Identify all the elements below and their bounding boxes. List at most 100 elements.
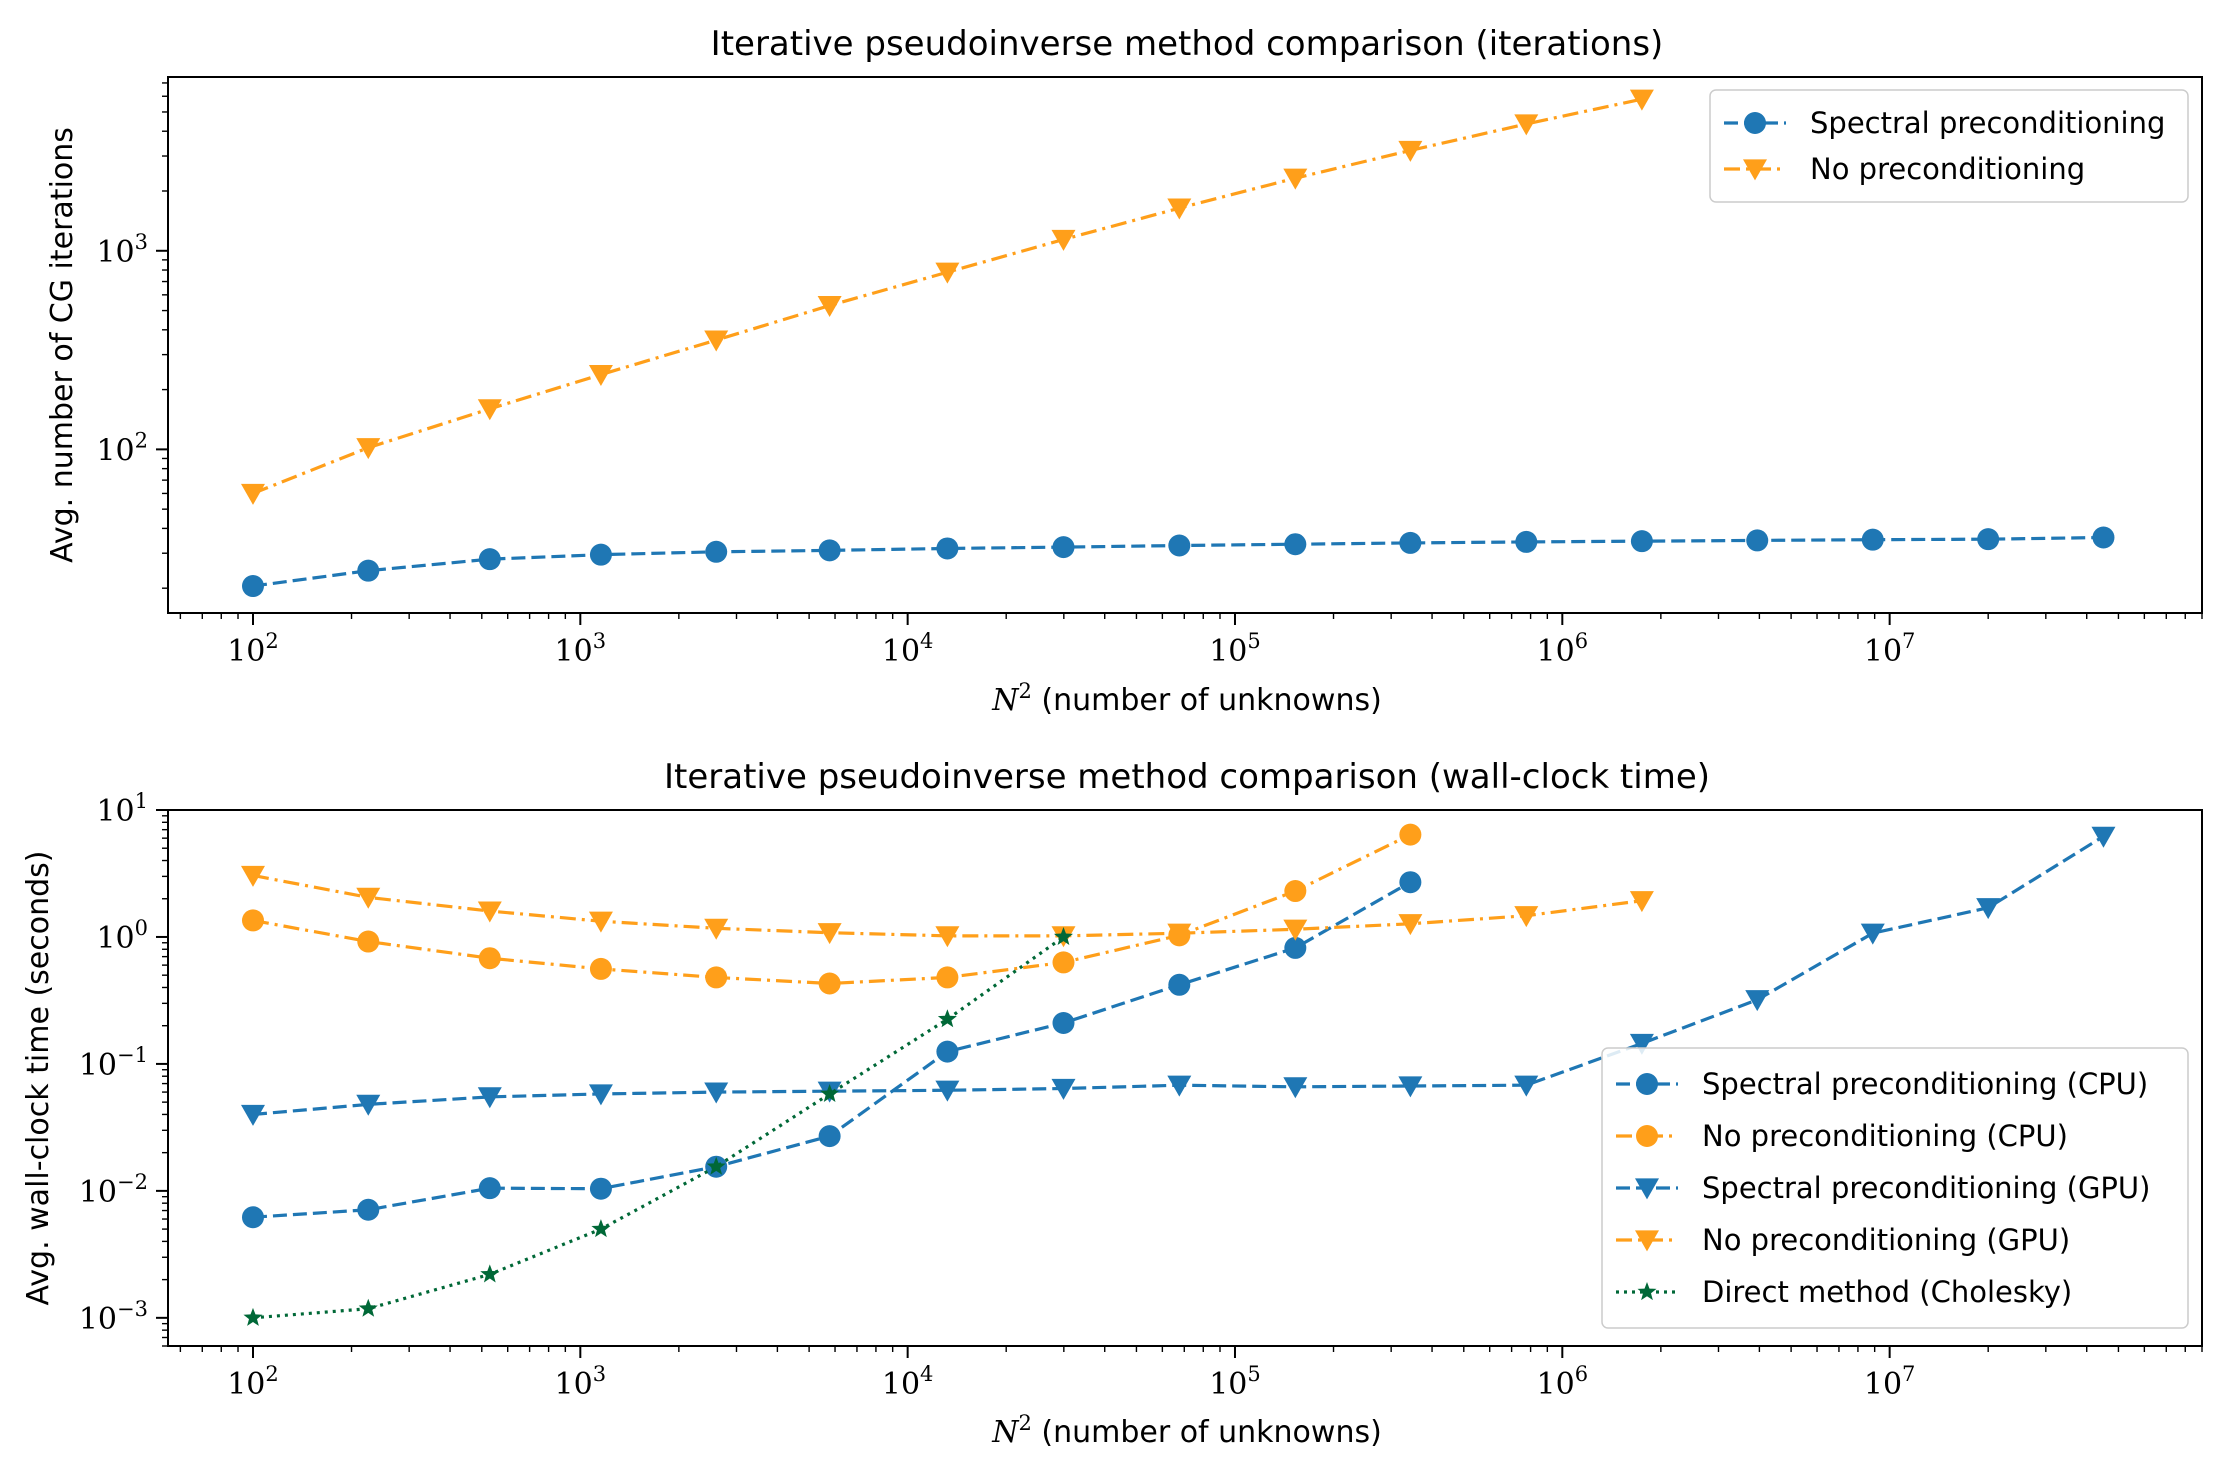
data-point [1977, 528, 2000, 551]
data-point [817, 923, 842, 945]
x-tick-label: 102 [227, 629, 279, 669]
x-axis-label: N2 (number of unknowns) [991, 1411, 1382, 1450]
legend: Spectral preconditioning No preconditioni… [1709, 89, 2189, 203]
data-point [478, 947, 501, 970]
data-point [1398, 1076, 1423, 1098]
x-axis: 102 103 104 105 106 107 [179, 613, 2203, 669]
data-point [1976, 898, 2001, 920]
data-point [1051, 1078, 1076, 1100]
data-point [935, 1080, 960, 1102]
y-axis: 102 103 [96, 82, 168, 589]
legend-item: Spectral preconditioning (CPU) [1616, 1067, 2148, 1101]
data-point [1746, 529, 1769, 552]
legend-box [1601, 1047, 2189, 1329]
data-point [1283, 168, 1308, 190]
data-point [818, 539, 841, 562]
y-axis-label: Avg. wall-clock time (seconds) [21, 851, 56, 1306]
data-point [1399, 823, 1422, 846]
data-point [591, 1219, 611, 1238]
data-point [588, 911, 613, 933]
data-point [704, 918, 729, 940]
y-tick-label: 102 [96, 428, 148, 468]
data-point [1745, 990, 1770, 1012]
plot-area [240, 823, 2116, 1326]
data-point [478, 548, 501, 571]
x-tick-label: 106 [1537, 1362, 1589, 1402]
x-tick-label: 107 [1864, 629, 1916, 669]
data-point [588, 364, 613, 386]
data-point [936, 1040, 959, 1063]
x-tick-label: 104 [882, 629, 934, 669]
data-point [818, 972, 841, 995]
data-point [1168, 973, 1191, 996]
legend-label: No preconditioning (CPU) [1702, 1119, 2068, 1153]
data-point [241, 575, 264, 598]
series-no-preconditioning-cpu [241, 823, 1422, 995]
data-point [1629, 1033, 1654, 1055]
legend-marker [1635, 1178, 1659, 1200]
y-tick-label: 103 [96, 230, 148, 270]
y-tick-label: 100 [96, 916, 148, 956]
data-point [1052, 951, 1075, 974]
y-axis-label: Avg. number of CG iterations [45, 127, 80, 563]
legend-item: Spectral preconditioning [1724, 106, 2165, 140]
data-point [1053, 926, 1074, 946]
data-point [356, 887, 381, 909]
data-point [704, 330, 729, 352]
legend-item: No preconditioning (CPU) [1616, 1119, 2068, 1153]
data-point [820, 1083, 840, 1103]
legend-item: Spectral preconditioning (GPU) [1616, 1171, 2150, 1205]
data-point [589, 1177, 612, 1200]
series-line [252, 833, 1412, 986]
wall-clock-chart: Iterative pseudoinverse method compariso… [21, 757, 2203, 1450]
data-point [1052, 536, 1075, 559]
data-point [817, 295, 842, 317]
data-point [1283, 919, 1308, 941]
data-point [477, 399, 502, 421]
data-point [935, 262, 960, 284]
data-point [357, 930, 380, 953]
data-point [477, 901, 502, 923]
y-tick-label: 10−3 [79, 1297, 148, 1337]
data-point [480, 1264, 500, 1283]
legend-marker [1636, 1073, 1658, 1095]
data-point [1284, 936, 1307, 959]
y-tick-label: 10−1 [79, 1043, 148, 1083]
data-point [1168, 534, 1191, 557]
data-point [240, 1104, 265, 1126]
y-axis: 10−3 10−2 10−1 100 101 [79, 789, 168, 1347]
legend-item: Direct method (Cholesky) [1616, 1275, 2072, 1309]
data-point [1629, 89, 1654, 111]
data-point [1514, 114, 1539, 136]
data-point [1284, 880, 1307, 903]
legend-label: Spectral preconditioning (GPU) [1702, 1171, 2150, 1205]
data-point [1514, 906, 1539, 928]
data-point [1861, 528, 1884, 551]
legend-label: No preconditioning (GPU) [1702, 1223, 2070, 1257]
x-tick-label: 105 [1209, 1362, 1261, 1402]
x-tick-label: 104 [882, 1362, 934, 1402]
data-point [818, 1125, 841, 1148]
data-point [1283, 1077, 1308, 1099]
data-point [1398, 914, 1423, 936]
legend-item: No preconditioning [1724, 152, 2085, 186]
data-point [241, 1206, 264, 1229]
data-point [2091, 826, 2116, 848]
legend-marker [1636, 1125, 1658, 1147]
legend-marker [1637, 1282, 1657, 1301]
x-tick-label: 106 [1537, 629, 1589, 669]
data-point [706, 1156, 726, 1175]
data-point [589, 543, 612, 566]
data-point [589, 957, 612, 980]
data-point [704, 1082, 729, 1104]
plot-area [240, 89, 2115, 598]
legend-label: Direct method (Cholesky) [1702, 1275, 2072, 1309]
data-point [1514, 1075, 1539, 1097]
legend-marker [1743, 159, 1767, 181]
series-spectral-preconditioning [241, 526, 2115, 598]
data-point [1167, 1075, 1192, 1097]
data-point [477, 1087, 502, 1109]
data-point [1051, 229, 1076, 251]
data-point [358, 1298, 378, 1317]
